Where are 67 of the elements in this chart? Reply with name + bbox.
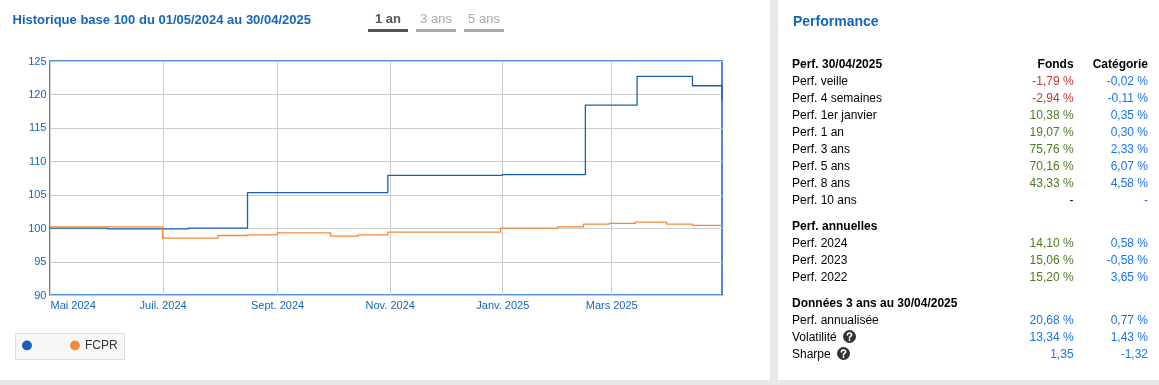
y-tick-label: 120 (28, 87, 47, 100)
category-label: Sharpe (792, 346, 831, 361)
text: 15,20 % (1029, 269, 1074, 284)
x-tick-label: Juil. 2024 (139, 298, 187, 311)
chart-title: Historique base 100 du 01/05/2024 au 30/04/2025 (12, 12, 311, 27)
text: 1 an (368, 10, 408, 32)
category-label: Catégorie (1091, 55, 1148, 72)
text: 70,16 % (1029, 158, 1074, 173)
category-label: Perf. annualisée (792, 312, 879, 327)
y-tick-label: 105 (28, 188, 47, 201)
x-tick-label: Janv. 2025 (476, 298, 530, 311)
text: 75,76 % (1029, 141, 1074, 156)
category-label: Perf. 5 ans (792, 158, 851, 173)
text: 1,43 % (1110, 329, 1148, 344)
x-tick-label: Mai 2024 (50, 298, 96, 311)
category-label: Perf. annuelles (792, 218, 878, 233)
text: 15,06 % (1029, 252, 1074, 267)
category-label: Volatilité (792, 329, 837, 344)
category-label: Perf. 1 an (792, 124, 845, 139)
category-label: Perf. 2023 (792, 252, 848, 267)
text: -2,94 % (1032, 90, 1074, 105)
text: 14,10 % (1029, 235, 1074, 250)
category-label: Perf. 2022 (792, 269, 848, 284)
text: 10,38 % (1029, 107, 1074, 122)
text: 5 ans (464, 10, 504, 32)
category-label: Perf. 2024 (792, 235, 848, 250)
text: -0,02 % (1106, 73, 1148, 88)
x-tick-label: Nov. 2024 (365, 298, 415, 311)
y-tick-label: 100 (28, 221, 47, 234)
x-tick-label: Mars 2025 (585, 298, 638, 311)
text: 13,34 % (1029, 329, 1074, 344)
text: 20,68 % (1029, 312, 1074, 327)
category-label: Perf. veille (792, 73, 849, 88)
text: 0,58 % (1110, 235, 1148, 250)
category-label: Fonds (1036, 55, 1074, 72)
category-label: Perf. 3 ans (792, 141, 851, 156)
text: 19,07 % (1029, 124, 1074, 139)
text: 6,07 % (1110, 158, 1148, 173)
category-label: Perf. 10 ans (792, 192, 857, 207)
text: 1,35 (1050, 346, 1074, 361)
category-label: Perf. 1er janvier (792, 107, 877, 122)
text: 3,65 % (1110, 269, 1148, 284)
y-tick-label: 110 (28, 154, 47, 167)
text: 0,35 % (1110, 107, 1148, 122)
category-label: Perf. 30/04/2025 (792, 55, 884, 72)
text: Performance (793, 13, 879, 29)
text: 0,30 % (1110, 124, 1148, 139)
legend-label: FCPR (85, 338, 118, 353)
y-tick-label: 125 (28, 54, 47, 67)
text: -0,58 % (1106, 252, 1148, 267)
category-label: Données 3 ans au 30/04/2025 (792, 295, 958, 310)
text: -0,11 % (1107, 90, 1148, 105)
text: 3 ans (416, 10, 456, 32)
y-tick-label: 90 (34, 288, 47, 301)
text: - (1069, 192, 1074, 207)
y-tick-label: 115 (28, 121, 47, 134)
category-label: Perf. 4 semaines (792, 90, 883, 105)
text: - (1144, 192, 1148, 207)
text: 0,77 % (1110, 312, 1148, 327)
text: -1,79 % (1032, 73, 1074, 88)
text: 2,33 % (1110, 141, 1148, 156)
text: 4,58 % (1110, 175, 1148, 190)
text: -1,32 (1120, 346, 1148, 361)
category-label: Perf. 8 ans (792, 175, 851, 190)
text: 43,33 % (1029, 175, 1074, 190)
y-tick-label: 95 (34, 255, 47, 268)
x-tick-label: Sept. 2024 (250, 298, 305, 311)
